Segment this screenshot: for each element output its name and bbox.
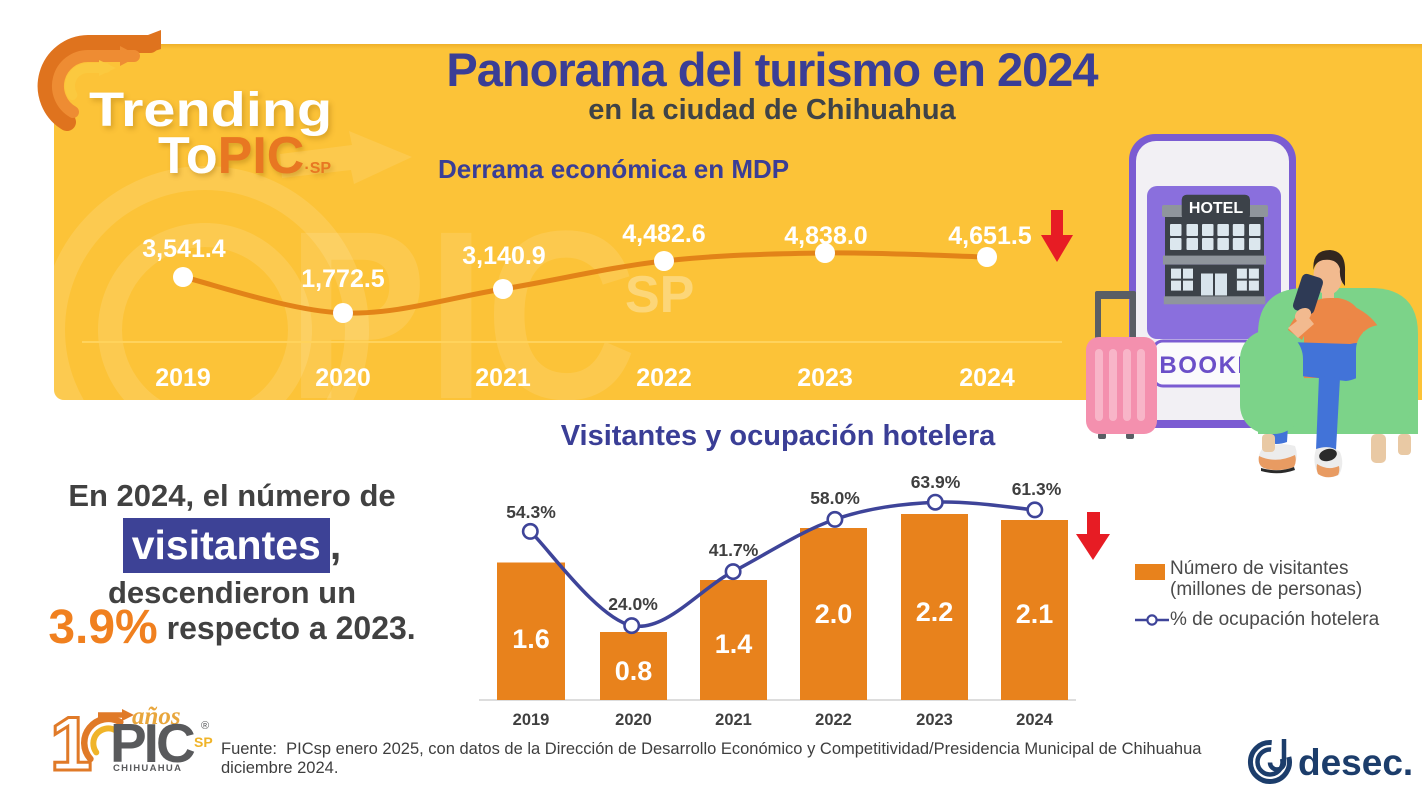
svg-text:CHIHUAHUA: CHIHUAHUA	[298, 398, 658, 400]
svg-text:4,482.6: 4,482.6	[622, 220, 705, 248]
svg-text:54.3%: 54.3%	[506, 502, 556, 522]
svg-text:63.9%: 63.9%	[911, 472, 961, 492]
svg-text:2020: 2020	[315, 364, 371, 392]
svg-text:2021: 2021	[475, 364, 531, 392]
svg-text:SP: SP	[194, 734, 213, 750]
svg-text:24.0%: 24.0%	[608, 594, 658, 614]
svg-text:61.3%: 61.3%	[1012, 479, 1062, 499]
svg-text:HOTEL: HOTEL	[1189, 200, 1243, 217]
svg-text:1.4: 1.4	[715, 629, 753, 659]
svg-text:4,651.5: 4,651.5	[948, 222, 1032, 250]
svg-text:1.6: 1.6	[512, 624, 550, 654]
svg-text:4,838.0: 4,838.0	[784, 222, 867, 250]
svg-text:2024: 2024	[1016, 711, 1054, 729]
svg-text:PIC: PIC	[110, 712, 195, 774]
svg-text:2020: 2020	[615, 711, 652, 729]
svg-text:PIC: PIC	[287, 181, 637, 400]
svg-text:2021: 2021	[715, 711, 752, 729]
svg-text:2024: 2024	[959, 364, 1015, 392]
svg-text:3,541.4: 3,541.4	[142, 235, 226, 263]
svg-text:3,140.9: 3,140.9	[462, 242, 545, 270]
svg-text:2.0: 2.0	[815, 599, 853, 629]
svg-text:SP: SP	[625, 266, 694, 324]
svg-text:2022: 2022	[815, 711, 852, 729]
svg-text:41.7%: 41.7%	[709, 540, 759, 560]
svg-text:años: años	[132, 703, 181, 730]
svg-text:58.0%: 58.0%	[810, 488, 860, 508]
svg-text:2.2: 2.2	[916, 597, 954, 627]
svg-text:CHIHUAHUA: CHIHUAHUA	[113, 763, 182, 774]
svg-text:desec.: desec.	[1298, 742, 1413, 783]
svg-text:2023: 2023	[916, 711, 953, 729]
svg-text:0.8: 0.8	[615, 656, 653, 686]
svg-text:1,772.5: 1,772.5	[301, 265, 385, 293]
svg-text:2019: 2019	[513, 711, 550, 729]
svg-text:®: ®	[201, 720, 209, 732]
svg-text:2022: 2022	[636, 364, 692, 392]
svg-text:2019: 2019	[155, 364, 211, 392]
svg-text:2.1: 2.1	[1016, 599, 1054, 629]
svg-text:2023: 2023	[797, 364, 853, 392]
